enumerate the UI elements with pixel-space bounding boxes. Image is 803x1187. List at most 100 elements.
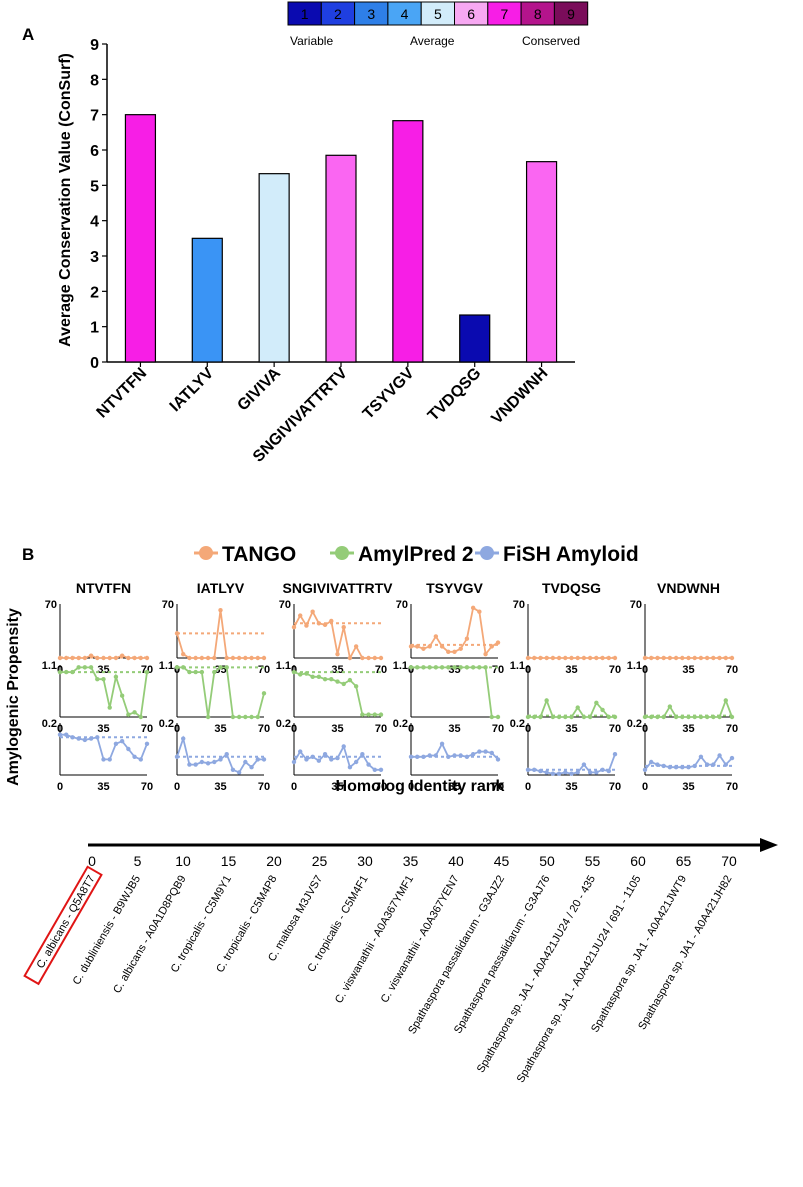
data-point xyxy=(236,714,242,720)
homolog-tick-label: 15 xyxy=(221,853,237,869)
mini-x-tick-label: 35 xyxy=(331,723,343,735)
mini-x-tick-label: 70 xyxy=(609,723,621,735)
data-point xyxy=(661,763,666,769)
data-point xyxy=(205,655,211,661)
panel-column-title: IATLYV xyxy=(197,580,245,596)
data-point xyxy=(544,655,549,661)
bar-chart-conservation: Average Conservation Value (ConSurf) 0 1 2… xyxy=(57,37,575,466)
data-point xyxy=(243,714,248,720)
scale-box-9 xyxy=(553,1,589,26)
data-point xyxy=(113,741,119,746)
data-point xyxy=(126,655,131,661)
data-point xyxy=(372,655,377,661)
mini-x-tick-label: 35 xyxy=(448,781,460,793)
data-point xyxy=(698,754,704,759)
y-tick-label: 2 xyxy=(90,284,99,301)
data-point xyxy=(477,609,482,614)
y-tick-label: 7 xyxy=(90,108,99,125)
data-point xyxy=(304,623,309,628)
data-point xyxy=(249,655,254,661)
data-point xyxy=(310,674,315,680)
mini-x-tick-label: 70 xyxy=(726,664,738,676)
data-point xyxy=(255,655,260,661)
data-point xyxy=(470,665,476,670)
data-point xyxy=(495,757,501,762)
data-point xyxy=(174,665,180,670)
data-point xyxy=(335,651,340,657)
data-point xyxy=(107,655,112,661)
legend-label: FiSH Amyloid xyxy=(503,543,639,566)
mini-x-tick-label: 0 xyxy=(174,781,180,793)
data-point xyxy=(452,753,457,758)
scale-box-value: 2 xyxy=(334,6,342,22)
data-point xyxy=(249,714,254,720)
data-point xyxy=(550,771,556,776)
data-point xyxy=(427,644,432,649)
mini-x-tick-label: 0 xyxy=(291,781,297,793)
bar-tsyvgv xyxy=(392,120,424,363)
homolog-identity-axis: 0 5 10 15 20 25 30 35 40 45 50 55 60 65 70C. albicans … xyxy=(23,838,778,1085)
mini-x-tick-label: 70 xyxy=(258,723,270,735)
data-point xyxy=(673,714,679,720)
homolog-tick-label: 65 xyxy=(676,853,692,869)
legend-marker-0 xyxy=(199,546,213,560)
data-point xyxy=(347,655,353,661)
data-point xyxy=(477,665,482,670)
scale-box-value: 9 xyxy=(567,6,575,22)
data-point xyxy=(692,763,697,769)
data-point xyxy=(76,736,81,741)
data-point xyxy=(600,655,605,661)
data-point xyxy=(408,665,414,670)
data-point xyxy=(433,634,439,639)
data-point xyxy=(704,762,710,767)
data-point xyxy=(310,754,315,759)
mini-x-tick-label: 70 xyxy=(258,781,270,793)
data-point xyxy=(224,655,229,661)
data-point xyxy=(230,767,236,772)
data-point xyxy=(649,655,654,661)
mini-ymax-label: 70 xyxy=(45,599,57,611)
scale-box-value: 7 xyxy=(501,6,509,22)
mini-ymax-label: 1.1 xyxy=(627,660,642,672)
data-point xyxy=(594,700,599,706)
mini-ymax-label: 0.2 xyxy=(627,718,642,730)
data-point xyxy=(366,762,371,767)
y-tick-label: 0 xyxy=(90,355,99,372)
data-point xyxy=(70,735,75,740)
data-point xyxy=(236,655,242,661)
data-point xyxy=(378,712,384,717)
mini-panel-0-4: 7003570 xyxy=(513,599,621,676)
mini-x-tick-label: 70 xyxy=(609,664,621,676)
panel-a-label: A xyxy=(22,25,34,44)
data-point xyxy=(606,714,611,720)
mini-x-tick-label: 35 xyxy=(565,664,577,676)
data-point xyxy=(144,655,150,661)
mini-ymax-label: 1.1 xyxy=(42,660,57,672)
data-point xyxy=(298,672,303,677)
data-point xyxy=(655,762,660,767)
data-point xyxy=(64,669,69,675)
mini-panel-2-1: 0.2 0 35 70 xyxy=(159,718,270,793)
data-point xyxy=(144,669,150,675)
mini-x-tick-label: 35 xyxy=(448,723,460,735)
homolog-tick-label: 10 xyxy=(175,853,191,869)
bar-ntvtfn xyxy=(124,114,157,363)
data-point xyxy=(612,714,618,720)
mini-x-tick-label: 70 xyxy=(492,723,504,735)
data-point xyxy=(711,762,716,767)
mini-panel-0-5: 7003570 xyxy=(630,599,738,676)
data-point xyxy=(255,714,260,720)
data-point xyxy=(704,655,710,661)
data-point xyxy=(642,714,648,720)
scale-box-value: 5 xyxy=(434,6,442,22)
data-point xyxy=(538,655,543,661)
data-point xyxy=(667,765,673,770)
data-point xyxy=(427,753,432,758)
data-point xyxy=(291,669,297,675)
data-point xyxy=(119,693,125,698)
homolog-tick-label: 35 xyxy=(403,853,419,869)
data-point xyxy=(458,646,463,651)
x-tick-label: GIVIVA xyxy=(234,364,284,414)
data-point xyxy=(236,770,242,775)
mini-x-tick-label: 70 xyxy=(141,723,153,735)
